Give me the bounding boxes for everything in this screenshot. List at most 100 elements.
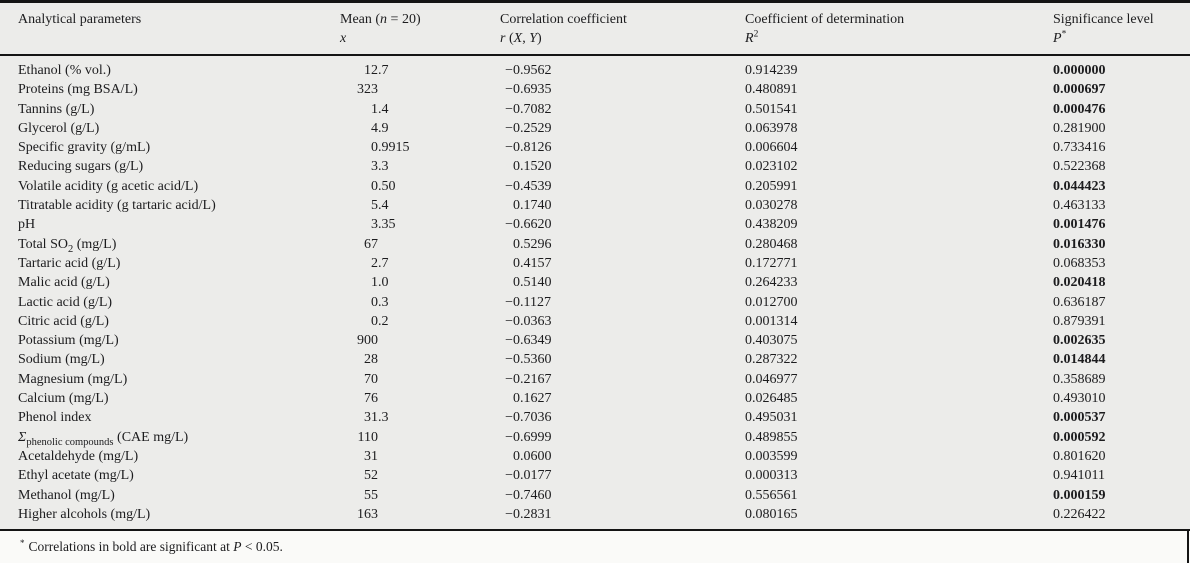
mean-cell: 0.2 [371, 313, 389, 329]
determination-cell: 0.403075 [745, 333, 798, 349]
mean-cell: 52 [364, 468, 378, 484]
parameter-cell: Titratable acidity (g tartaric acid/L) [18, 198, 216, 214]
table-row: Lactic acid (g/L) 0.3 −0.1127 0.012700 0.636… [0, 293, 1190, 312]
correlation-cell: −0.1127 [505, 294, 551, 310]
correlation-cell: 0.5140 [513, 275, 552, 291]
determination-cell: 0.080165 [745, 506, 798, 522]
determination-cell: 0.003599 [745, 448, 798, 464]
parameter-cell: Tartaric acid (g/L) [18, 255, 121, 271]
table-body: Ethanol (% vol.) 12.7 −0.9562 0.914239 0.000… [0, 55, 1190, 530]
table-row: Malic acid (g/L) 1.0 0.5140 0.264233 0.02041… [0, 273, 1190, 292]
determination-cell: 0.556561 [745, 487, 798, 503]
mean-cell: 0.9915 [371, 140, 410, 156]
parameter-cell: pH [18, 217, 36, 233]
determination-cell: 0.489855 [745, 429, 798, 445]
header-line2: R2 [745, 29, 759, 46]
table-row: Specific gravity (g/mL) 0.9915 −0.8126 0.00… [0, 138, 1190, 157]
mean-cell: 0.50 [371, 178, 396, 194]
table-row: Ethyl acetate (mg/L) 52 −0.0177 0.000313 0.9… [0, 466, 1190, 485]
significance-cell: 0.801620 [1053, 448, 1106, 464]
significance-cell: 0.020418 [1053, 275, 1106, 291]
parameter-cell: Calcium (mg/L) [18, 391, 109, 407]
page-edge-line [1187, 531, 1189, 563]
mean-cell: 3.3 [371, 159, 389, 175]
determination-cell: 0.012700 [745, 294, 798, 310]
mean-cell: 28 [364, 352, 378, 368]
determination-cell: 0.046977 [745, 371, 798, 387]
mean-cell: 110 [357, 429, 378, 445]
determination-cell: 0.438209 [745, 217, 798, 233]
determination-cell: 0.001314 [745, 313, 798, 329]
significance-cell: 0.941011 [1053, 468, 1105, 484]
header-line2: r (X, Y) [500, 31, 542, 46]
correlation-cell: −0.6620 [505, 217, 552, 233]
header-line1: Significance level [1053, 12, 1154, 27]
mean-cell: 1.0 [371, 275, 389, 291]
determination-cell: 0.030278 [745, 198, 798, 214]
table-row: Higher alcohols (mg/L) 163 −0.2831 0.080165… [0, 505, 1190, 530]
correlation-cell: −0.9562 [505, 63, 552, 78]
correlation-cell: −0.2167 [505, 371, 552, 387]
determination-cell: 0.501541 [745, 101, 798, 117]
mean-cell: 5.4 [371, 198, 389, 214]
significance-cell: 0.879391 [1053, 313, 1106, 329]
significance-cell: 0.522368 [1053, 159, 1106, 175]
parameter-cell: Proteins (mg BSA/L) [18, 82, 138, 98]
correlation-cell: −0.7036 [505, 410, 552, 426]
parameter-cell: Phenol index [18, 410, 92, 426]
significance-cell: 0.733416 [1053, 140, 1106, 156]
header-line2: P* [1053, 29, 1067, 46]
determination-cell: 0.026485 [745, 391, 798, 407]
parameter-cell: Acetaldehyde (mg/L) [18, 448, 139, 464]
significance-cell: 0.358689 [1053, 371, 1106, 387]
correlation-cell: −0.4539 [505, 178, 552, 194]
significance-cell: 0.002635 [1053, 333, 1106, 349]
header-line1: Analytical parameters [18, 12, 142, 27]
table-row: Acetaldehyde (mg/L) 31 0.0600 0.003599 0.801… [0, 447, 1190, 466]
determination-cell: 0.006604 [745, 140, 798, 156]
determination-cell: 0.023102 [745, 159, 798, 175]
determination-cell: 0.287322 [745, 352, 798, 368]
significance-cell: 0.014844 [1053, 352, 1106, 368]
mean-cell: 2.7 [371, 255, 389, 271]
table-row: Glycerol (g/L) 4.9 −0.2529 0.063978 0.281900 [0, 119, 1190, 138]
mean-cell: 3.35 [371, 217, 396, 233]
parameter-cell: Sodium (mg/L) [18, 352, 105, 368]
parameter-cell: Higher alcohols (mg/L) [18, 506, 151, 522]
header-line1: Coefficient of determination [745, 12, 905, 27]
significance-cell: 0.000537 [1053, 410, 1106, 426]
determination-cell: 0.914239 [745, 63, 798, 78]
parameter-cell: Potassium (mg/L) [18, 333, 119, 349]
correlation-cell: −0.0363 [505, 313, 552, 329]
correlation-cell: −0.5360 [505, 352, 552, 368]
table-row: Total SO2 (mg/L) 67 0.5296 0.280468 0.016330 [0, 235, 1190, 255]
table-row: pH 3.35 −0.6620 0.438209 0.001476 [0, 215, 1190, 234]
correlation-cell: −0.7460 [505, 487, 552, 503]
correlation-cell: −0.6935 [505, 82, 552, 98]
mean-cell: 163 [357, 506, 378, 522]
determination-cell: 0.063978 [745, 120, 798, 136]
parameter-cell: Glycerol (g/L) [18, 120, 100, 136]
significance-cell: 0.636187 [1053, 294, 1106, 310]
table-row: Volatile acidity (g acetic acid/L) 0.50 −0… [0, 177, 1190, 196]
correlation-cell: −0.6999 [505, 429, 552, 445]
mean-cell: 323 [357, 82, 378, 98]
significance-cell: 0.068353 [1053, 255, 1106, 271]
mean-cell: 31 [364, 448, 378, 464]
parameter-cell: Specific gravity (g/mL) [18, 140, 151, 156]
column-header-correlation-coefficient: Correlation coefficient r (X, Y) [500, 1, 745, 56]
significance-cell: 0.044423 [1053, 178, 1106, 194]
column-header-mean: Mean (n = 20) x [340, 1, 500, 56]
mean-cell: 0.3 [371, 294, 389, 310]
table-row: Sodium (mg/L) 28 −0.5360 0.287322 0.014844 [0, 350, 1190, 369]
mean-cell: 67 [364, 236, 378, 252]
table-row: Tartaric acid (g/L) 2.7 0.4157 0.172771 0.06… [0, 254, 1190, 273]
mean-cell: 12.7 [364, 63, 389, 78]
parameter-cell: Total SO2 (mg/L) [18, 236, 117, 255]
significance-cell: 0.493010 [1053, 391, 1106, 407]
correlation-cell: 0.0600 [513, 448, 552, 464]
mean-cell: 31.3 [364, 410, 389, 426]
header-line1: Correlation coefficient [500, 12, 627, 27]
table-row: Σphenolic compounds (CAE mg/L) 110 −0.6999… [0, 428, 1190, 448]
significance-cell: 0.463133 [1053, 198, 1106, 214]
